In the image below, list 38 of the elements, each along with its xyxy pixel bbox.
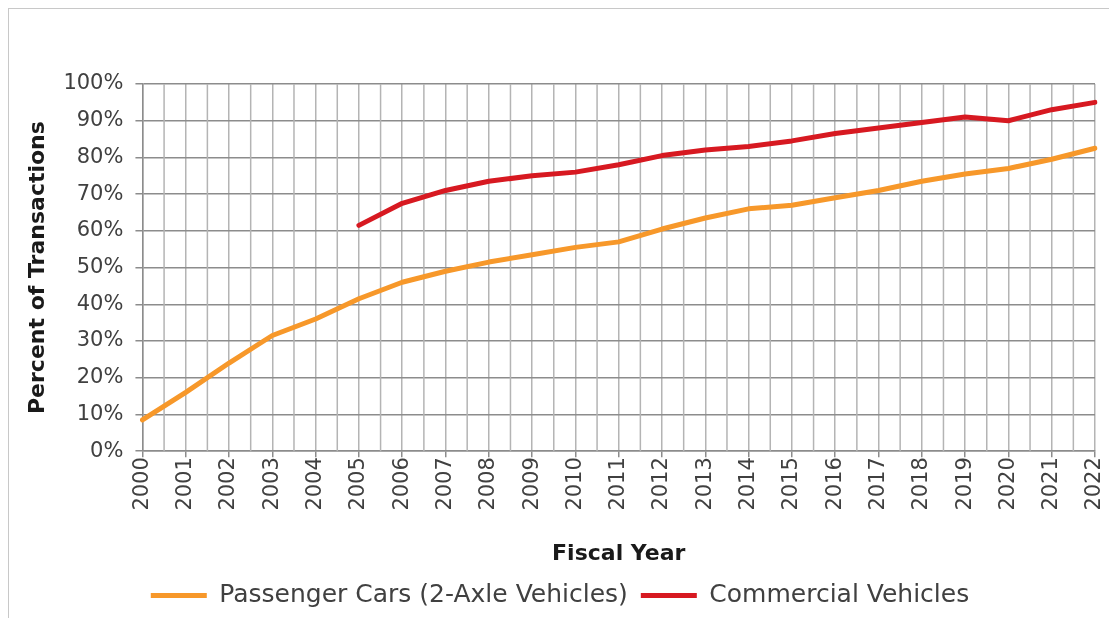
x-tick-label: 2008 (475, 457, 500, 511)
y-tick-label: 30% (76, 327, 124, 352)
y-tick-label: 90% (76, 107, 124, 132)
x-tick-label: 2002 (215, 457, 240, 511)
x-tick-label: 2014 (735, 457, 760, 511)
x-tick-label: 2001 (172, 457, 197, 511)
x-tick-label: 2020 (994, 457, 1019, 511)
x-tick-label: 2007 (431, 457, 456, 511)
legend-label: Commercial Vehicles (709, 579, 970, 608)
y-tick-label: 50% (76, 254, 124, 279)
x-tick-label: 2016 (821, 457, 846, 511)
x-tick-label: 2019 (951, 457, 976, 511)
y-tick-label: 70% (76, 180, 124, 205)
x-tick-label: 2017 (864, 457, 889, 511)
x-tick-label: 2021 (1038, 457, 1063, 511)
legend-label: Passenger Cars (2-Axle Vehicles) (219, 579, 628, 608)
x-tick-label: 2013 (691, 457, 716, 511)
y-tick-label: 100% (63, 70, 124, 95)
y-tick-label: 10% (76, 400, 124, 425)
y-axis-title: Percent of Transactions (23, 121, 49, 415)
y-tick-label: 80% (76, 143, 124, 168)
x-tick-label: 2010 (561, 457, 586, 511)
y-tick-label: 60% (76, 217, 124, 242)
x-axis-title: Fiscal Year (552, 539, 686, 565)
x-tick-label: 2003 (258, 457, 283, 511)
x-tick-label: 2011 (605, 457, 630, 511)
x-tick-label: 2004 (302, 457, 327, 511)
x-tick-label: 2022 (1081, 457, 1106, 511)
x-tick-label: 2009 (518, 457, 543, 511)
y-tick-label: 40% (76, 290, 124, 315)
y-tick-label: 0% (90, 437, 124, 462)
y-tick-label: 20% (76, 364, 124, 389)
x-tick-label: 2015 (778, 457, 803, 511)
x-tick-label: 2012 (648, 457, 673, 511)
x-tick-label: 2018 (908, 457, 933, 511)
x-tick-label: 2005 (345, 457, 370, 511)
x-tick-label: 2000 (128, 457, 153, 511)
x-tick-label: 2006 (388, 457, 413, 511)
